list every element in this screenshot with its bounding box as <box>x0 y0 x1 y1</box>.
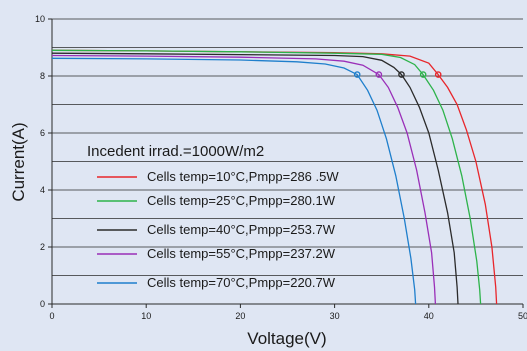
mpp-marker <box>398 71 405 78</box>
x-tick-label: 20 <box>235 311 245 321</box>
y-tick-label: 2 <box>40 242 45 252</box>
x-tick-label: 0 <box>49 311 54 321</box>
legend-title: Incedent irrad.=1000W/m2 <box>87 143 264 160</box>
legend: Incedent irrad.=1000W/m2 Cells temp=10°C,… <box>87 143 339 290</box>
y-axis-label: Current(A) <box>9 122 28 201</box>
legend-label: Cells temp=55°C,Pmpp=237.2W <box>147 246 336 261</box>
legend-label: Cells temp=40°C,Pmpp=253.7W <box>147 222 336 237</box>
x-tick-label: 30 <box>330 311 340 321</box>
x-axis-label: Voltage(V) <box>247 329 326 348</box>
mpp-marker <box>434 71 442 78</box>
mpp-marker <box>353 71 361 78</box>
series-line <box>51 54 437 305</box>
x-tick-label: 40 <box>424 311 434 321</box>
series-layer <box>51 49 498 305</box>
y-tick-label: 4 <box>40 185 45 195</box>
mpp-marker <box>375 71 383 78</box>
series-line <box>51 52 459 305</box>
axes: 0 2 4 6 8 10 0 10 20 30 40 50 <box>35 14 527 321</box>
grid <box>52 18 523 305</box>
legend-label: Cells temp=25°C,Pmpp=280.1W <box>147 193 336 208</box>
x-tick-label: 10 <box>141 311 151 321</box>
legend-label: Cells temp=10°C,Pmpp=286 .5W <box>147 169 339 184</box>
legend-label: Cells temp=70°C,Pmpp=220.7W <box>147 275 336 290</box>
series-line <box>51 57 417 305</box>
y-tick-label: 0 <box>40 299 45 309</box>
y-tick-label: 6 <box>40 128 45 138</box>
y-tick-label: 8 <box>40 71 45 81</box>
y-tick-label: 10 <box>35 14 45 24</box>
series-line <box>51 49 482 305</box>
x-tick-label: 50 <box>518 311 527 321</box>
mpp-marker <box>419 71 427 78</box>
